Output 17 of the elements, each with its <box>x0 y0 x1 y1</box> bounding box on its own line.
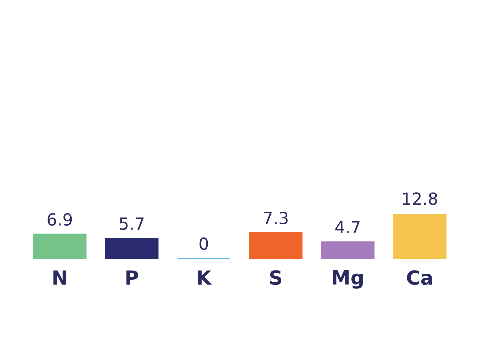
x-tick-label: N <box>54 270 66 285</box>
data-label: 7.3 <box>264 212 288 225</box>
data-label: 5.7 <box>120 218 144 230</box>
x-tick-label: K <box>198 270 212 285</box>
data-label: 0 <box>200 238 208 250</box>
data-label: 12.8 <box>403 192 438 206</box>
data-label: 4.7 <box>336 221 360 234</box>
x-tick-label: Ca <box>407 270 432 286</box>
x-tick-label: Mg <box>333 270 363 289</box>
bar <box>393 214 447 259</box>
bar <box>321 242 375 259</box>
bar <box>105 238 159 259</box>
bar <box>249 232 303 259</box>
x-tick-label: P <box>126 270 138 285</box>
data-label: 6.9 <box>48 213 72 226</box>
bar <box>33 234 87 259</box>
x-tick-label: S <box>270 270 282 286</box>
